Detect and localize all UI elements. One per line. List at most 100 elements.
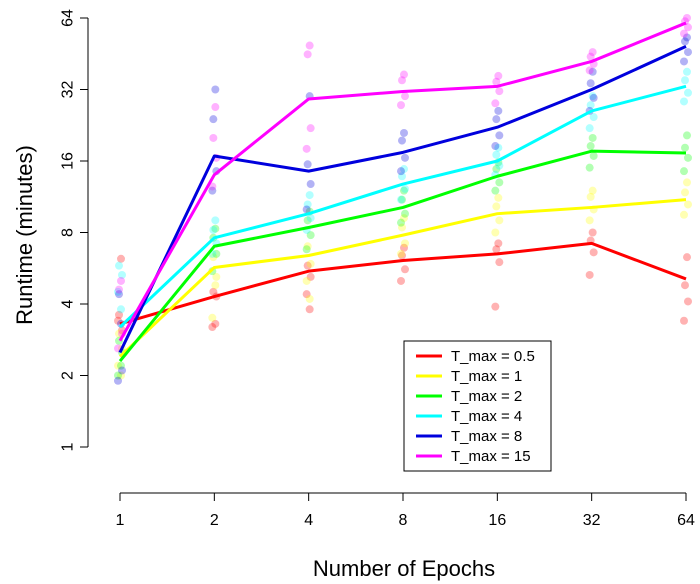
scatter-point	[588, 133, 597, 142]
scatter-point	[492, 150, 501, 159]
scatter-point	[684, 48, 692, 57]
scatter-point	[302, 290, 311, 299]
scatter-point	[491, 142, 500, 151]
legend-label: T_max = 8	[451, 428, 522, 445]
x-axis-title: Number of Epochs	[313, 556, 495, 581]
scatter-point	[302, 245, 311, 254]
y-axis-title: Runtime (minutes)	[12, 145, 37, 325]
scatter-point	[398, 136, 406, 145]
scatter-point	[305, 191, 314, 200]
scatter-point	[208, 313, 217, 322]
scatter-point	[492, 202, 501, 211]
scatter-point	[400, 70, 408, 79]
scatter-point	[589, 93, 598, 102]
scatter-point	[401, 239, 409, 248]
scatter-point	[398, 172, 406, 181]
y-tick-label: 32	[60, 81, 77, 99]
scatter-point	[586, 192, 595, 201]
scatter-point	[494, 71, 503, 80]
scatter-point	[303, 261, 312, 270]
scatter-point	[303, 160, 312, 169]
scatter-point	[492, 165, 501, 174]
scatter-point	[588, 228, 597, 237]
scatter-point	[683, 131, 691, 140]
scatter-point	[683, 178, 691, 187]
scatter-point	[683, 14, 691, 22]
scatter-point	[302, 144, 311, 153]
scatter-point	[303, 216, 312, 225]
scatter-point	[683, 253, 691, 262]
scatter-point	[398, 223, 406, 232]
scatter-point	[588, 48, 597, 57]
scatter-point	[401, 92, 409, 101]
scatter-point	[211, 319, 220, 328]
y-tick-label: 16	[60, 152, 77, 170]
scatter-layer	[114, 14, 692, 385]
scatter-point	[306, 180, 315, 189]
legend-label: T_max = 1	[451, 368, 522, 385]
scatter-point	[586, 142, 595, 151]
scatter-point	[680, 316, 688, 325]
scatter-point	[305, 294, 314, 303]
scatter-point	[586, 52, 595, 61]
series-line	[118, 198, 687, 358]
scatter-point	[400, 128, 408, 137]
scatter-point	[681, 37, 689, 46]
scatter-point	[400, 243, 408, 252]
scatter-point	[491, 228, 500, 237]
scatter-point	[680, 29, 688, 38]
scatter-point	[397, 276, 405, 285]
x-tick-label: 4	[304, 512, 313, 529]
scatter-point	[115, 310, 123, 319]
scatter-point	[495, 87, 504, 96]
scatter-point	[589, 151, 598, 160]
scatter-point	[114, 376, 122, 385]
scatter-point	[115, 285, 123, 294]
scatter-point	[495, 131, 504, 140]
scatter-point	[118, 270, 126, 279]
scatter-point	[683, 33, 691, 42]
scatter-point	[302, 276, 311, 285]
scatter-point	[400, 214, 408, 223]
scatter-point	[492, 115, 501, 124]
scatter-point	[492, 77, 501, 86]
scatter-point	[680, 97, 688, 106]
series-line	[119, 241, 687, 326]
scatter-point	[400, 165, 408, 174]
scatter-point	[117, 305, 125, 314]
y-tick-label: 8	[60, 228, 77, 237]
scatter-point	[211, 216, 220, 225]
scatter-point	[494, 143, 503, 152]
legend: T_max = 0.5 T_max = 1 T_max = 2 T_max = 4 T_…	[403, 340, 552, 472]
scatter-point	[495, 258, 504, 267]
scatter-point	[114, 361, 122, 370]
scatter-point	[117, 371, 125, 380]
scatter-point	[211, 85, 220, 94]
scatter-point	[118, 366, 126, 375]
scatter-point	[495, 216, 504, 225]
x-tick-label: 8	[399, 512, 408, 529]
scatter-point	[401, 209, 409, 218]
scatter-point	[397, 195, 405, 204]
scatter-point	[115, 290, 123, 299]
scatter-point	[306, 124, 315, 133]
scatter-point	[305, 41, 314, 50]
scatter-point	[401, 184, 409, 193]
scatter-point	[492, 245, 501, 254]
scatter-point	[303, 200, 312, 209]
y-tick-label: 1	[60, 442, 77, 451]
x-tick-label: 32	[583, 512, 601, 529]
x-tick-label: 64	[677, 512, 695, 529]
scatter-point	[209, 225, 218, 234]
scatter-point	[491, 302, 500, 311]
scatter-point	[495, 178, 504, 187]
scatter-point	[208, 323, 217, 332]
scatter-point	[585, 163, 594, 172]
scatter-point	[491, 99, 500, 108]
legend-label: T_max = 2	[451, 388, 522, 405]
scatter-point	[397, 218, 405, 227]
y-axis: 1 2 4 8 16 32 64	[60, 9, 89, 451]
scatter-point	[585, 66, 594, 75]
scatter-point	[114, 371, 122, 380]
